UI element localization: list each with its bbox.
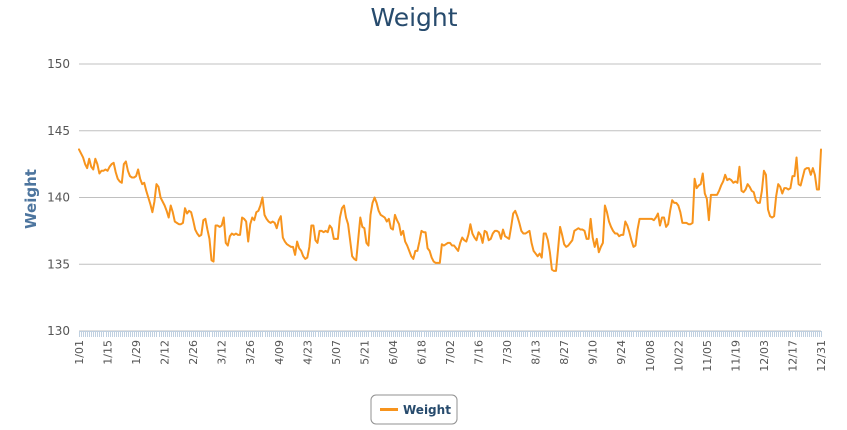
x-axis-tick-marks	[79, 331, 822, 337]
y-tick-label: 140	[47, 191, 70, 205]
y-axis-title: Weight	[22, 169, 40, 229]
x-tick-label: 1/01	[73, 340, 86, 365]
x-tick-label: 12/31	[815, 340, 828, 372]
x-tick-label: 5/07	[330, 340, 343, 365]
x-tick-label: 10/08	[644, 340, 657, 372]
x-axis: 1/01 1/15 1/29 2/12 2/26 3/12 3/26 4/09 4/23 5/07…	[73, 331, 828, 372]
x-tick-label: 11/19	[729, 340, 742, 372]
x-tick-label: 7/02	[444, 340, 457, 365]
x-tick-label: 2/26	[187, 340, 200, 365]
x-tick-label: 4/09	[273, 340, 286, 365]
x-tick-label: 8/13	[530, 340, 543, 365]
y-tick-label: 135	[47, 257, 70, 271]
x-tick-label: 2/12	[159, 340, 172, 365]
x-tick-label: 12/17	[786, 340, 799, 372]
series-layer	[78, 148, 822, 272]
y-tick-label: 130	[47, 324, 70, 338]
y-axis-ticks: 130 135 140 145 150	[47, 57, 70, 338]
x-tick-label: 7/30	[501, 340, 514, 365]
x-tick-label: 9/10	[587, 340, 600, 365]
x-tick-label: 8/27	[558, 340, 571, 365]
x-tick-label: 3/26	[244, 340, 257, 365]
x-tick-label: 6/04	[387, 340, 400, 365]
x-tick-label: 7/16	[473, 340, 486, 365]
gridlines	[79, 63, 821, 332]
legend-box[interactable]	[370, 394, 458, 425]
chart-title: Weight	[370, 3, 457, 32]
series-line-weight	[78, 148, 822, 272]
x-tick-label: 1/29	[130, 340, 143, 365]
x-tick-label: 5/21	[358, 340, 371, 365]
x-tick-label: 6/18	[415, 340, 428, 365]
y-tick-label: 150	[47, 57, 70, 71]
x-tick-label: 11/05	[701, 340, 714, 372]
y-tick-label: 145	[47, 124, 70, 138]
x-tick-label: 1/15	[102, 340, 115, 365]
legend[interactable]: Weight	[370, 394, 458, 425]
x-tick-label: 3/12	[216, 340, 229, 365]
x-tick-label: 12/03	[758, 340, 771, 372]
x-tick-label: 9/24	[615, 340, 628, 365]
x-tick-label: 10/22	[672, 340, 685, 372]
x-tick-label: 4/23	[301, 340, 314, 365]
legend-label-weight[interactable]: Weight	[403, 403, 451, 417]
